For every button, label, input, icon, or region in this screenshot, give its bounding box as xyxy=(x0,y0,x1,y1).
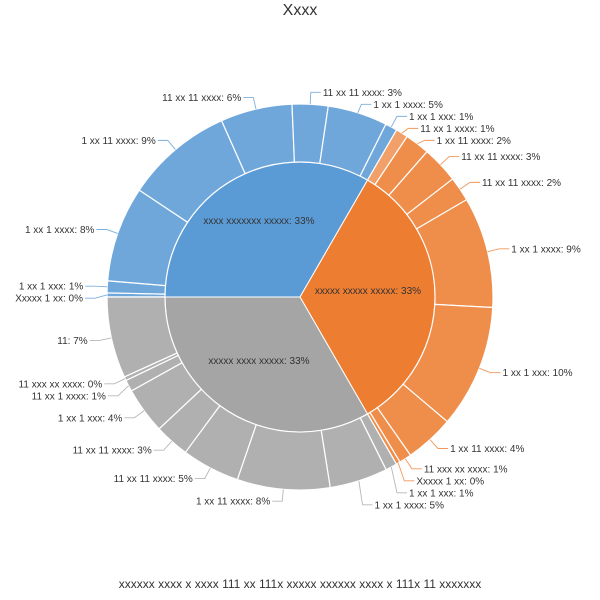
outer-slice-label: 1 xx 1 xxx: 1% xyxy=(19,282,84,293)
outer-slice-label: 11 xx 1 xxxx: 1% xyxy=(32,391,106,402)
leader-line xyxy=(85,294,108,299)
leader-line xyxy=(459,181,480,190)
outer-slice-label: 1 xx 11 xxxx: 8% xyxy=(196,497,270,508)
leader-line xyxy=(96,229,118,234)
leader-line xyxy=(272,489,284,502)
leader-line xyxy=(390,115,407,128)
leader-lines xyxy=(85,91,510,506)
leader-line xyxy=(404,458,422,470)
inner-ring xyxy=(164,161,436,433)
leader-line xyxy=(153,440,173,451)
outer-slice-label: 1 xx 1 xxxx: 5% xyxy=(373,100,443,111)
outer-slice-label: 11 xxx xx xxxx: 0% xyxy=(19,379,103,390)
leader-line xyxy=(358,480,373,506)
leader-line xyxy=(243,96,257,110)
leader-line xyxy=(309,91,321,105)
outer-labels: Xxxxx 1 xx: 0%1 xx 1 xxx: 1%1 xx 1 xxxx:… xyxy=(15,88,581,512)
chart-title: Xxxx xyxy=(283,2,318,19)
inner-labels: xxxx xxxxxxx xxxxx: 33% xxxxx xxxxx xxxxx… xyxy=(203,216,421,367)
leader-line xyxy=(104,378,126,385)
leader-line xyxy=(401,127,419,134)
outer-slice-label: Xxxxx 1 xx: 0% xyxy=(15,294,83,305)
outer-slice-label: 1 xx 11 xxxx: 2% xyxy=(437,136,511,147)
outer-slice-label: 1 xx 1 xxx: 1% xyxy=(409,488,474,499)
outer-slice-label: 1 xx 1 xxx: 4% xyxy=(58,413,123,424)
leader-line xyxy=(107,385,129,397)
outer-slice-label: 11 xxx xx xxxx: 1% xyxy=(424,464,508,475)
outer-slice-label: 11 xx 11 xxxx: 5% xyxy=(114,474,193,485)
chart-caption: xxxxxx xxxx x xxxx 111 xx 111x xxxxx xxx… xyxy=(119,577,482,591)
leader-line xyxy=(440,156,460,166)
inner-slice-label: xxxxx xxxx xxxxx: 33% xyxy=(208,356,309,367)
outer-slice-label: 1 xx 11 xxxx: 4% xyxy=(450,444,524,455)
outer-slice-label: 1 xx 1 xxxx: 9% xyxy=(511,244,581,255)
leader-line xyxy=(357,103,372,114)
leader-line xyxy=(124,410,145,419)
inner-slice-label: xxxxx xxxxx xxxxx: 33% xyxy=(315,286,421,297)
outer-slice-label: 11: 7% xyxy=(57,336,87,347)
leader-line xyxy=(157,139,176,150)
outer-slice xyxy=(106,296,178,378)
outer-slice-label: 11 xx 11 xxxx: 6% xyxy=(162,93,241,104)
outer-slice-label: 1 xx 11 xxxx: 9% xyxy=(81,136,155,147)
outer-slice-label: 11 xx 1 xxxx: 1% xyxy=(420,124,494,135)
outer-slice-label: 1 xx 1 xxx: 10% xyxy=(503,368,573,379)
outer-slice-label: 1 xx 1 xxxx: 8% xyxy=(25,225,95,236)
outer-slice-label: 11 xx 11 xxxx: 2% xyxy=(482,178,561,189)
outer-slice-label: Xxxxx 1 xx: 0% xyxy=(416,476,484,487)
leader-line xyxy=(85,285,108,288)
outer-slice-label: 1 xx 1 xxx: 1% xyxy=(409,112,474,123)
leader-line xyxy=(390,466,408,494)
leader-line xyxy=(397,462,415,482)
inner-slice-label: xxxx xxxxxxx xxxxx: 33% xyxy=(203,216,314,227)
leader-line xyxy=(194,467,211,479)
leader-line xyxy=(429,439,449,449)
outer-slice-label: 1 xx 1 xxxx: 5% xyxy=(375,500,445,511)
leader-line xyxy=(487,248,510,253)
outer-ring xyxy=(106,103,494,491)
outer-slice-label: 11 xx 11 xxxx: 3% xyxy=(73,446,152,457)
outer-slice-label: 11 xx 11 xxxx: 3% xyxy=(323,88,402,99)
outer-slice-label: 11 xx 11 xxxx: 3% xyxy=(461,152,540,163)
leader-line xyxy=(89,337,112,341)
leader-line xyxy=(417,139,435,145)
leader-line xyxy=(479,367,501,374)
